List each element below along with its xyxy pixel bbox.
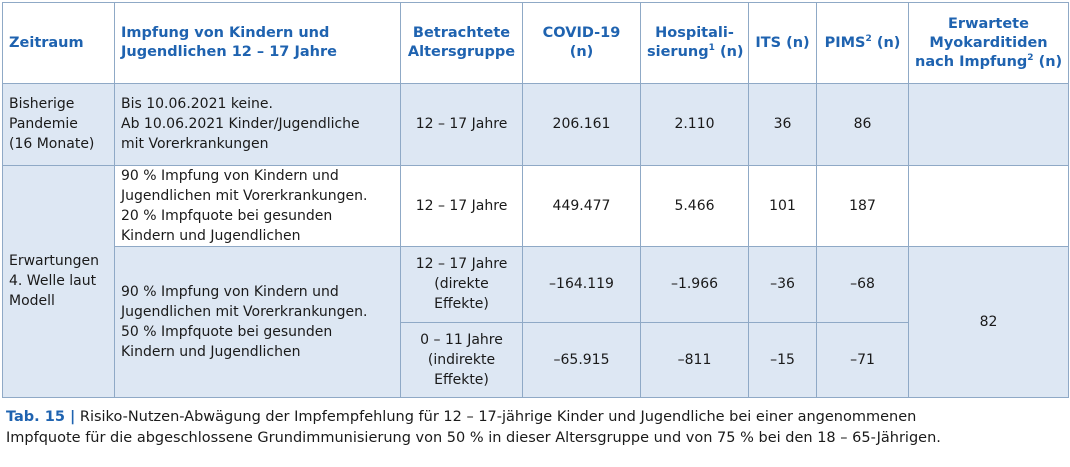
cell-its: –36 <box>748 246 817 323</box>
table-row: Erwartungen 4. Welle laut Modell 90 % Im… <box>2 164 1069 399</box>
cell-hospitalisierung: 5.466 <box>640 164 749 248</box>
cell-zeitraum: Erwartungen 4. Welle laut Modell <box>2 164 115 399</box>
header-zeitraum: Zeitraum <box>2 2 115 84</box>
cell-pims: –71 <box>816 321 909 398</box>
header-altersgruppe: Betrachtete Altersgruppe <box>400 2 523 84</box>
cell-hospitalisierung: –1.966 <box>640 246 749 323</box>
cell-pims: –68 <box>816 246 909 323</box>
cell-hospitalisierung: 2.110 <box>640 83 749 166</box>
cell-impfung: 90 % Impfung von Kindern und Jugendliche… <box>114 164 401 248</box>
cell-altersgruppe: 12 – 17 Jahre (direkte Effekte) <box>400 246 523 323</box>
caption-text-line1: Risiko-Nutzen-Abwägung der Impfempfehlun… <box>75 409 917 425</box>
cell-covid: –65.915 <box>522 321 641 398</box>
cell-its: 36 <box>748 83 817 166</box>
cell-impfung: Bis 10.06.2021 keine. Ab 10.06.2021 Kind… <box>114 83 401 166</box>
cell-pims: 187 <box>816 164 909 248</box>
table-row: 90 % Impfung von Kindern und Jugendliche… <box>3 246 1069 398</box>
table-caption: Tab. 15 | Risiko-Nutzen-Abwägung der Imp… <box>6 407 1064 449</box>
cell-covid: 206.161 <box>522 83 641 166</box>
cell-myokarditiden <box>908 164 1069 248</box>
header-its: ITS (n) <box>748 2 817 84</box>
header-covid: COVID-19 (n) <box>522 2 641 84</box>
caption-label: Tab. 15 | <box>6 409 76 425</box>
cell-its: –15 <box>748 321 817 398</box>
table-row: 0 – 11 Jahre (indirekte Effekte) –65.915… <box>3 321 1069 398</box>
cell-covid: –164.119 <box>522 246 641 323</box>
cell-covid: 449.477 <box>522 164 641 248</box>
header-pims: PIMS2 (n) <box>816 2 909 84</box>
cell-altersgruppe: 12 – 17 Jahre <box>400 83 523 166</box>
cell-myokarditiden <box>908 83 1069 166</box>
cell-pims: 86 <box>816 83 909 166</box>
caption-text-line2: Impfquote für die abgeschlossene Grundim… <box>6 430 941 446</box>
header-myokarditiden: Erwartete Myokarditiden nach Impfung2 (n… <box>908 2 1069 84</box>
header-row: Zeitraum Impfung von Kindern und Jugendl… <box>2 2 1069 84</box>
table-row: Bisherige Pandemie (16 Monate) Bis 10.06… <box>2 83 1069 166</box>
risk-benefit-table: Zeitraum Impfung von Kindern und Jugendl… <box>2 2 1069 399</box>
cell-hospitalisierung: –811 <box>640 321 749 398</box>
cell-its: 101 <box>748 164 817 248</box>
cell-altersgruppe: 12 – 17 Jahre <box>400 164 523 248</box>
header-impfung: Impfung von Kindern und Jugendlichen 12 … <box>114 2 401 84</box>
cell-myokarditiden: 82 <box>908 246 1069 398</box>
cell-altersgruppe: 0 – 11 Jahre (indirekte Effekte) <box>400 321 523 398</box>
cell-impfung: 90 % Impfung von Kindern und Jugendliche… <box>114 246 401 398</box>
header-hospitalisierung: Hospitali- sierung1 (n) <box>640 2 749 84</box>
cell-zeitraum: Bisherige Pandemie (16 Monate) <box>2 83 115 166</box>
